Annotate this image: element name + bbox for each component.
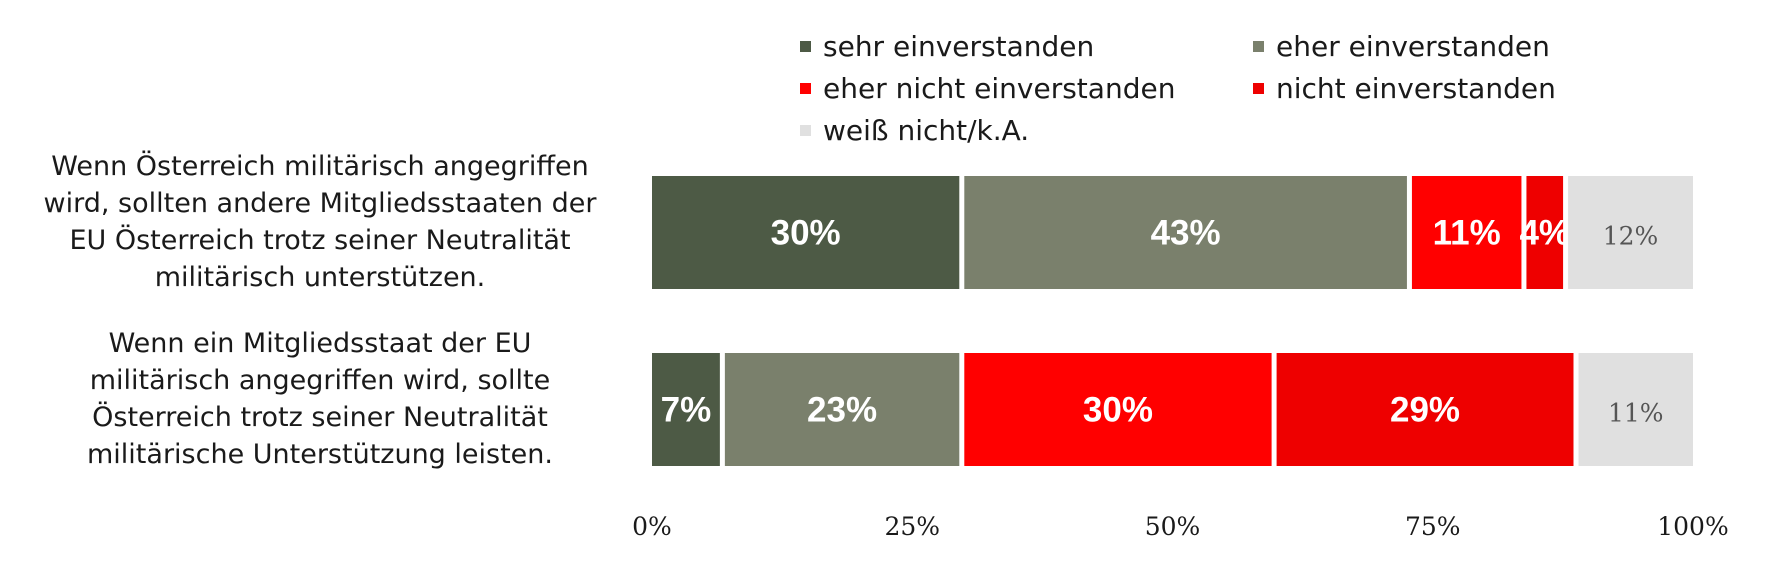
category-label-line: militärisch unterstützen. — [154, 262, 486, 293]
data-label: 30% — [771, 214, 841, 253]
legend-item: eher nicht einverstanden — [800, 68, 1175, 108]
legend-swatch — [800, 124, 811, 136]
data-label: 4% — [1519, 214, 1570, 253]
bar-segment — [652, 353, 720, 466]
data-label: 30% — [1083, 391, 1153, 430]
category-label-line: Österreich trotz seiner Neutralität — [92, 402, 548, 433]
bar-segment — [1526, 176, 1564, 289]
legend-item: nicht einverstanden — [1253, 68, 1556, 108]
data-label: 11% — [1433, 214, 1501, 253]
legend-item: weiß nicht/k.A. — [800, 110, 1029, 150]
data-label: 29% — [1390, 391, 1460, 430]
bar-segment — [1578, 353, 1693, 466]
x-tick-label: 100% — [1657, 512, 1728, 541]
category-label-line: wird, sollten andere Mitgliedsstaaten de… — [43, 188, 597, 219]
category-label: Wenn ein Mitgliedsstaat der EU militärisc… — [20, 325, 620, 473]
legend-label: nicht einverstanden — [1276, 71, 1556, 105]
bar-segment — [1411, 176, 1522, 289]
category-label: Wenn Österreich militärisch angegriffen w… — [20, 148, 620, 296]
legend-item: sehr einverstanden — [800, 26, 1094, 66]
category-label-line: militärisch angegriffen wird, sollte — [89, 365, 551, 396]
legend-label: sehr einverstanden — [823, 29, 1095, 63]
category-label-line: Wenn ein Mitgliedsstaat der EU — [108, 328, 532, 359]
legend-swatch — [1253, 82, 1264, 94]
legend-swatch — [800, 82, 811, 94]
data-label: 12% — [1603, 222, 1659, 251]
category-label-line: militärische Unterstützung leisten. — [87, 439, 553, 470]
legend-swatch — [800, 40, 811, 52]
category-label-line: Wenn Österreich militärisch angegriffen — [51, 151, 589, 182]
x-tick-label: 50% — [1145, 512, 1201, 541]
legend-label: eher nicht einverstanden — [823, 71, 1176, 105]
legend-item: eher einverstanden — [1253, 26, 1550, 66]
legend-swatch — [1253, 40, 1264, 52]
data-label: 43% — [1151, 214, 1221, 253]
legend-label: weiß nicht/k.A. — [823, 113, 1030, 147]
data-label: 7% — [661, 391, 712, 430]
x-tick-label: 25% — [884, 512, 940, 541]
bar-segment — [964, 176, 1407, 289]
x-tick-label: 75% — [1405, 512, 1461, 541]
bar-segment — [964, 353, 1272, 466]
bar-segment — [652, 176, 960, 289]
data-label: 23% — [807, 391, 877, 430]
x-tick-label: 0% — [632, 512, 672, 541]
bar-segment — [724, 353, 960, 466]
data-label: 11% — [1608, 399, 1664, 428]
category-label-line: EU Österreich trotz seiner Neutralität — [69, 225, 571, 256]
bar-segment — [1276, 353, 1574, 466]
bar-segment — [1568, 176, 1693, 289]
legend-label: eher einverstanden — [1276, 29, 1550, 63]
